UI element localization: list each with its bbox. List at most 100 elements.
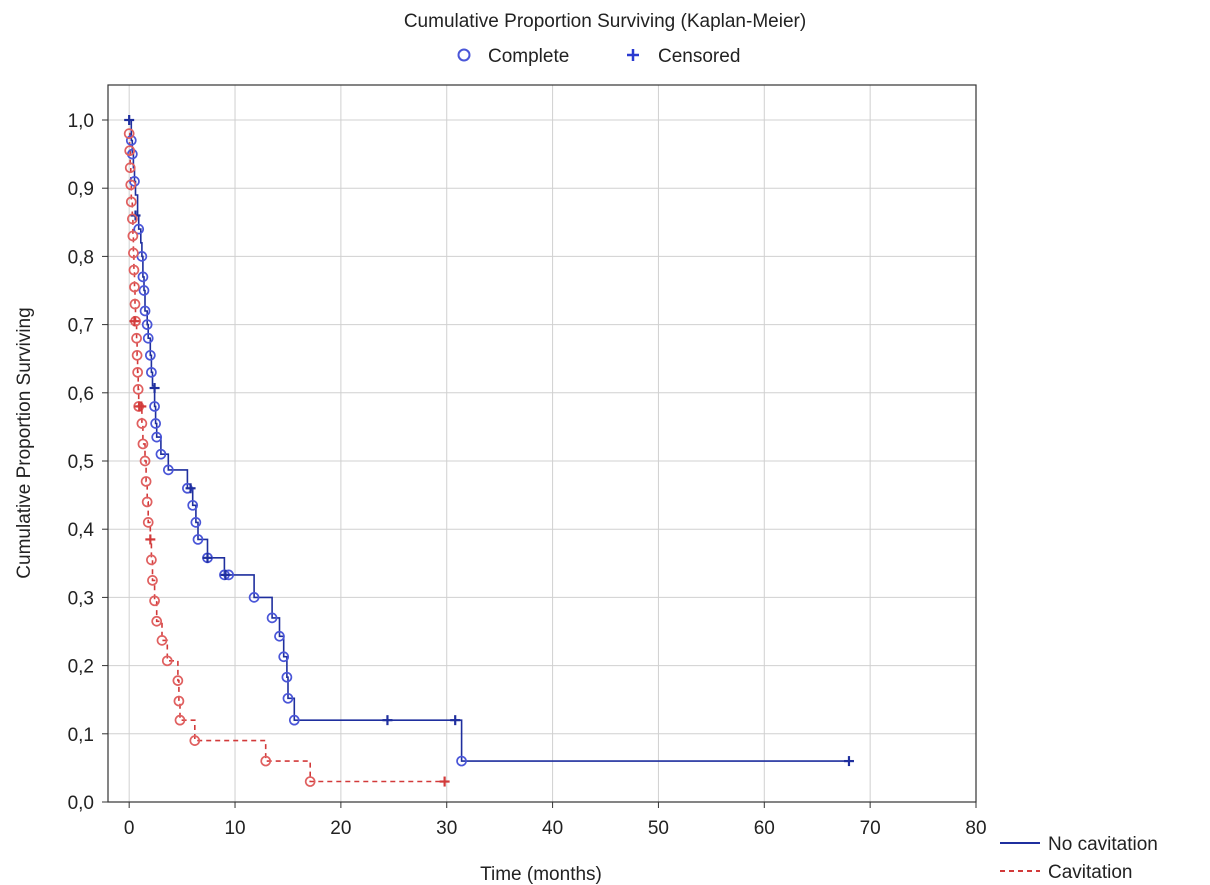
no-cavitation-complete-marker <box>288 714 300 726</box>
y-tick-label: 0,6 <box>68 384 94 405</box>
cavitation-complete-marker <box>131 332 142 344</box>
cavitation-complete-marker <box>127 230 139 242</box>
marker-legend: Complete Censored <box>457 46 740 67</box>
cavitation-complete-marker <box>149 595 160 607</box>
no-cavitation-complete-marker <box>141 319 153 330</box>
no-cavitation-censored-marker <box>149 383 160 394</box>
no-cavitation-complete-marker <box>142 332 154 344</box>
no-cavitation-complete-marker <box>456 755 467 767</box>
x-tick-label: 50 <box>648 818 669 839</box>
no-cavitation-complete-marker <box>146 366 157 378</box>
y-tick-label: 0,0 <box>68 793 94 814</box>
x-axis: 0 10 20 30 40 50 60 70 80 <box>124 802 987 839</box>
y-tick-label: 0,9 <box>68 179 94 200</box>
y-tick-label: 1,0 <box>68 111 94 132</box>
plot-frame <box>107 84 977 803</box>
cavitation-complete-marker <box>173 695 185 707</box>
marker-layer <box>123 115 854 787</box>
no-cavitation-censored-marker <box>382 715 393 726</box>
cavitation-censored-marker <box>439 776 450 787</box>
cavitation-complete-marker <box>151 615 163 627</box>
no-cavitation-complete-marker <box>137 271 149 283</box>
censored-legend-icon <box>627 49 639 61</box>
cavitation-survival-line <box>128 132 445 783</box>
no-cavitation-complete-marker <box>248 592 260 603</box>
no-cavitation-complete-marker <box>155 448 167 460</box>
cavitation-complete-marker <box>146 554 157 566</box>
x-axis-label: Time (months) <box>480 864 602 885</box>
y-tick-label: 0,4 <box>68 520 95 541</box>
cavitation-complete-marker <box>123 128 135 139</box>
no-cavitation-legend-label: No cavitation <box>1048 834 1158 855</box>
no-cavitation-complete-marker <box>274 630 285 642</box>
grid <box>108 85 976 802</box>
no-cavitation-complete-marker <box>187 499 199 511</box>
x-tick-label: 60 <box>754 818 775 839</box>
no-cavitation-complete-marker <box>192 534 204 545</box>
cavitation-censored-marker <box>136 401 147 412</box>
cavitation-censored-marker <box>145 534 156 545</box>
complete-legend-label: Complete <box>488 46 569 67</box>
cavitation-complete-marker <box>139 455 151 467</box>
y-axis: 0,0 0,1 0,2 0,3 0,4 0,5 0,6 0,7 0,8 0,9 1,0 <box>68 111 108 814</box>
x-tick-label: 20 <box>330 818 351 839</box>
cavitation-complete-marker <box>132 384 144 395</box>
no-cavitation-complete-marker <box>149 401 160 412</box>
complete-legend-icon <box>457 48 471 62</box>
x-tick-label: 0 <box>124 818 135 839</box>
no-cavitation-complete-marker <box>133 223 145 235</box>
y-tick-label: 0,8 <box>68 247 94 268</box>
cavitation-complete-marker <box>304 776 316 787</box>
no-cavitation-complete-marker <box>125 135 137 146</box>
y-tick-label: 0,7 <box>68 316 94 337</box>
no-cavitation-censored-marker <box>843 756 854 767</box>
cavitation-complete-marker <box>128 264 140 276</box>
cavitation-complete-marker <box>131 349 143 361</box>
no-cavitation-complete-marker <box>150 418 161 429</box>
cavitation-complete-marker <box>125 196 137 208</box>
cavitation-complete-marker <box>126 213 138 225</box>
cavitation-complete-marker <box>172 675 184 686</box>
y-axis-label: Cumulative Proportion Surviving <box>14 307 35 578</box>
cavitation-complete-marker <box>161 655 173 667</box>
cavitation-complete-marker <box>260 755 272 767</box>
cavitation-legend-label: Cavitation <box>1048 862 1133 883</box>
no-cavitation-complete-marker <box>266 612 278 624</box>
x-tick-label: 40 <box>542 818 563 839</box>
cavitation-complete-marker <box>124 145 136 157</box>
cavitation-complete-marker <box>137 438 149 450</box>
no-cavitation-censored-marker <box>185 483 196 494</box>
cavitation-censored-marker <box>129 316 140 327</box>
no-cavitation-complete-marker <box>144 349 156 361</box>
series-legend: No cavitation Cavitation <box>1000 834 1158 883</box>
no-cavitation-complete-marker <box>162 464 174 476</box>
no-cavitation-complete-marker <box>190 517 202 528</box>
x-tick-label: 70 <box>860 818 881 839</box>
no-cavitation-complete-marker <box>282 692 294 704</box>
no-cavitation-complete-marker <box>281 671 293 683</box>
x-tick-label: 80 <box>965 818 986 839</box>
cavitation-complete-marker <box>125 179 137 191</box>
no-cavitation-censored-marker <box>124 115 135 125</box>
cavitation-complete-marker <box>124 162 136 174</box>
y-tick-label: 0,1 <box>68 725 94 746</box>
x-tick-label: 10 <box>224 818 245 839</box>
no-cavitation-complete-marker <box>278 651 290 663</box>
no-cavitation-censored-marker <box>450 715 461 726</box>
y-tick-label: 0,3 <box>68 588 94 609</box>
no-cavitation-censored-marker <box>220 569 231 580</box>
cavitation-complete-marker <box>142 517 154 528</box>
censored-legend-label: Censored <box>658 46 740 67</box>
no-cavitation-censored-marker <box>202 552 213 563</box>
x-tick-label: 30 <box>436 818 457 839</box>
no-cavitation-complete-marker <box>138 285 150 296</box>
no-cavitation-complete-marker <box>151 431 163 443</box>
y-tick-label: 0,5 <box>68 452 94 473</box>
cavitation-complete-marker <box>128 247 139 259</box>
cavitation-complete-marker <box>147 574 158 586</box>
cavitation-complete-marker <box>136 418 148 429</box>
cavitation-complete-marker <box>189 735 201 746</box>
chart-title: Cumulative Proportion Surviving (Kaplan-… <box>404 11 806 32</box>
